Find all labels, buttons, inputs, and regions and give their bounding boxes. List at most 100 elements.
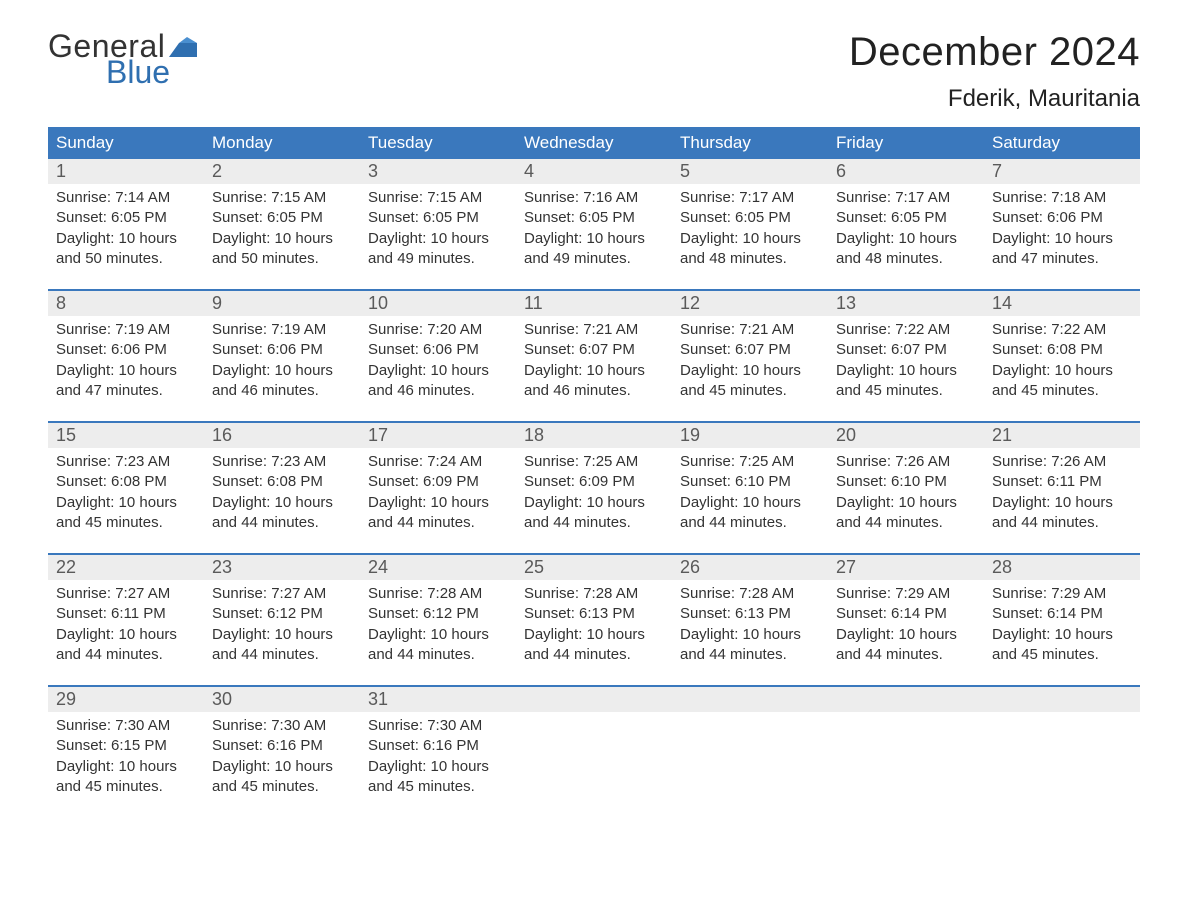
calendar-day: 9Sunrise: 7:19 AMSunset: 6:06 PMDaylight… xyxy=(204,291,360,407)
daylight-line2: and 44 minutes. xyxy=(368,645,508,665)
daylight-line1: Daylight: 10 hours xyxy=(680,229,820,249)
calendar-week: 15Sunrise: 7:23 AMSunset: 6:08 PMDayligh… xyxy=(48,421,1140,539)
day-number-row: 15 xyxy=(48,423,204,448)
daylight-line2: and 50 minutes. xyxy=(212,249,352,269)
daylight-line1: Daylight: 10 hours xyxy=(524,625,664,645)
sunset-text: Sunset: 6:05 PM xyxy=(680,208,820,228)
calendar-day: 22Sunrise: 7:27 AMSunset: 6:11 PMDayligh… xyxy=(48,555,204,671)
day-number-row: 18 xyxy=(516,423,672,448)
day-body: Sunrise: 7:21 AMSunset: 6:07 PMDaylight:… xyxy=(516,316,672,407)
weekday-header: Tuesday xyxy=(360,127,516,159)
daylight-line1: Daylight: 10 hours xyxy=(992,493,1132,513)
day-number-row: 9 xyxy=(204,291,360,316)
daylight-line1: Daylight: 10 hours xyxy=(836,361,976,381)
calendar-day: 28Sunrise: 7:29 AMSunset: 6:14 PMDayligh… xyxy=(984,555,1140,671)
sunrise-text: Sunrise: 7:15 AM xyxy=(212,188,352,208)
daylight-line2: and 44 minutes. xyxy=(212,645,352,665)
daylight-line2: and 45 minutes. xyxy=(56,513,196,533)
day-number: 1 xyxy=(56,161,66,181)
calendar-day: 14 Sunrise: 7:22 AMSunset: 6:08 PMDayligh… xyxy=(984,291,1140,407)
sunrise-text: Sunrise: 7:14 AM xyxy=(56,188,196,208)
day-number-row: 11 xyxy=(516,291,672,316)
daylight-line2: and 44 minutes. xyxy=(56,645,196,665)
day-body: Sunrise: 7:18 AMSunset: 6:06 PMDaylight:… xyxy=(984,184,1140,275)
day-number: 13 xyxy=(836,293,856,313)
daylight-line1: Daylight: 10 hours xyxy=(992,625,1132,645)
daylight-line2: and 49 minutes. xyxy=(368,249,508,269)
day-number: 30 xyxy=(212,689,232,709)
calendar-day: 1 Sunrise: 7:14 AMSunset: 6:05 PMDaylight… xyxy=(48,159,204,275)
calendar-day xyxy=(984,687,1140,803)
sunrise-text: Sunrise: 7:17 AM xyxy=(836,188,976,208)
sunset-text: Sunset: 6:09 PM xyxy=(524,472,664,492)
day-number-row: 26 xyxy=(672,555,828,580)
sunrise-text: Sunrise: 7:28 AM xyxy=(524,584,664,604)
day-body: Sunrise: 7:28 AMSunset: 6:13 PMDaylight:… xyxy=(672,580,828,671)
sunrise-text: Sunrise: 7:29 AM xyxy=(992,584,1132,604)
sunrise-text: Sunrise: 7:26 AM xyxy=(992,452,1132,472)
day-body: Sunrise: 7:15 AMSunset: 6:05 PMDaylight:… xyxy=(204,184,360,275)
daylight-line1: Daylight: 10 hours xyxy=(368,493,508,513)
day-number: 10 xyxy=(368,293,388,313)
daylight-line2: and 45 minutes. xyxy=(680,381,820,401)
calendar-day: 2Sunrise: 7:15 AMSunset: 6:05 PMDaylight… xyxy=(204,159,360,275)
day-number: 3 xyxy=(368,161,378,181)
day-body: Sunrise: 7:22 AMSunset: 6:08 PMDaylight:… xyxy=(984,316,1140,407)
daylight-line1: Daylight: 10 hours xyxy=(212,625,352,645)
day-number: 6 xyxy=(836,161,846,181)
daylight-line1: Daylight: 10 hours xyxy=(992,229,1132,249)
day-body xyxy=(672,712,828,792)
day-number: 5 xyxy=(680,161,690,181)
sunset-text: Sunset: 6:14 PM xyxy=(992,604,1132,624)
daylight-line1: Daylight: 10 hours xyxy=(368,361,508,381)
daylight-line1: Daylight: 10 hours xyxy=(212,493,352,513)
calendar-day: 25Sunrise: 7:28 AMSunset: 6:13 PMDayligh… xyxy=(516,555,672,671)
sunset-text: Sunset: 6:06 PM xyxy=(992,208,1132,228)
sunrise-text: Sunrise: 7:30 AM xyxy=(56,716,196,736)
sunrise-text: Sunrise: 7:30 AM xyxy=(212,716,352,736)
day-number-row: 1 xyxy=(48,159,204,184)
sunrise-text: Sunrise: 7:18 AM xyxy=(992,188,1132,208)
weekday-header: Friday xyxy=(828,127,984,159)
weekday-header: Thursday xyxy=(672,127,828,159)
sunrise-text: Sunrise: 7:19 AM xyxy=(212,320,352,340)
day-number: 18 xyxy=(524,425,544,445)
sunset-text: Sunset: 6:11 PM xyxy=(56,604,196,624)
day-body: Sunrise: 7:16 AMSunset: 6:05 PMDaylight:… xyxy=(516,184,672,275)
daylight-line1: Daylight: 10 hours xyxy=(680,361,820,381)
day-body xyxy=(828,712,984,792)
day-number: 21 xyxy=(992,425,1012,445)
day-number: 14 xyxy=(992,293,1012,313)
daylight-line2: and 45 minutes. xyxy=(836,381,976,401)
day-number-row xyxy=(516,687,672,712)
daylight-line1: Daylight: 10 hours xyxy=(212,229,352,249)
sunrise-text: Sunrise: 7:25 AM xyxy=(524,452,664,472)
day-body: Sunrise: 7:14 AMSunset: 6:05 PMDaylight:… xyxy=(48,184,204,275)
sunrise-text: Sunrise: 7:21 AM xyxy=(524,320,664,340)
day-number: 29 xyxy=(56,689,76,709)
calendar-day: 31Sunrise: 7:30 AMSunset: 6:16 PMDayligh… xyxy=(360,687,516,803)
day-number: 20 xyxy=(836,425,856,445)
calendar: Sunday Monday Tuesday Wednesday Thursday… xyxy=(48,127,1140,803)
day-body: Sunrise: 7:17 AMSunset: 6:05 PMDaylight:… xyxy=(828,184,984,275)
day-body: Sunrise: 7:22 AMSunset: 6:07 PMDaylight:… xyxy=(828,316,984,407)
sunrise-text: Sunrise: 7:19 AM xyxy=(56,320,196,340)
sunset-text: Sunset: 6:08 PM xyxy=(56,472,196,492)
sunrise-text: Sunrise: 7:17 AM xyxy=(680,188,820,208)
sunrise-text: Sunrise: 7:25 AM xyxy=(680,452,820,472)
sunrise-text: Sunrise: 7:28 AM xyxy=(368,584,508,604)
day-number-row: 12 xyxy=(672,291,828,316)
day-number-row: 30 xyxy=(204,687,360,712)
day-body: Sunrise: 7:28 AMSunset: 6:12 PMDaylight:… xyxy=(360,580,516,671)
sunrise-text: Sunrise: 7:24 AM xyxy=(368,452,508,472)
daylight-line2: and 44 minutes. xyxy=(680,513,820,533)
day-body: Sunrise: 7:27 AMSunset: 6:12 PMDaylight:… xyxy=(204,580,360,671)
sunrise-text: Sunrise: 7:20 AM xyxy=(368,320,508,340)
day-body: Sunrise: 7:30 AMSunset: 6:16 PMDaylight:… xyxy=(360,712,516,803)
daylight-line1: Daylight: 10 hours xyxy=(836,625,976,645)
calendar-week: 29Sunrise: 7:30 AMSunset: 6:15 PMDayligh… xyxy=(48,685,1140,803)
daylight-line2: and 47 minutes. xyxy=(992,249,1132,269)
daylight-line2: and 45 minutes. xyxy=(56,777,196,797)
sunrise-text: Sunrise: 7:29 AM xyxy=(836,584,976,604)
daylight-line2: and 48 minutes. xyxy=(680,249,820,269)
